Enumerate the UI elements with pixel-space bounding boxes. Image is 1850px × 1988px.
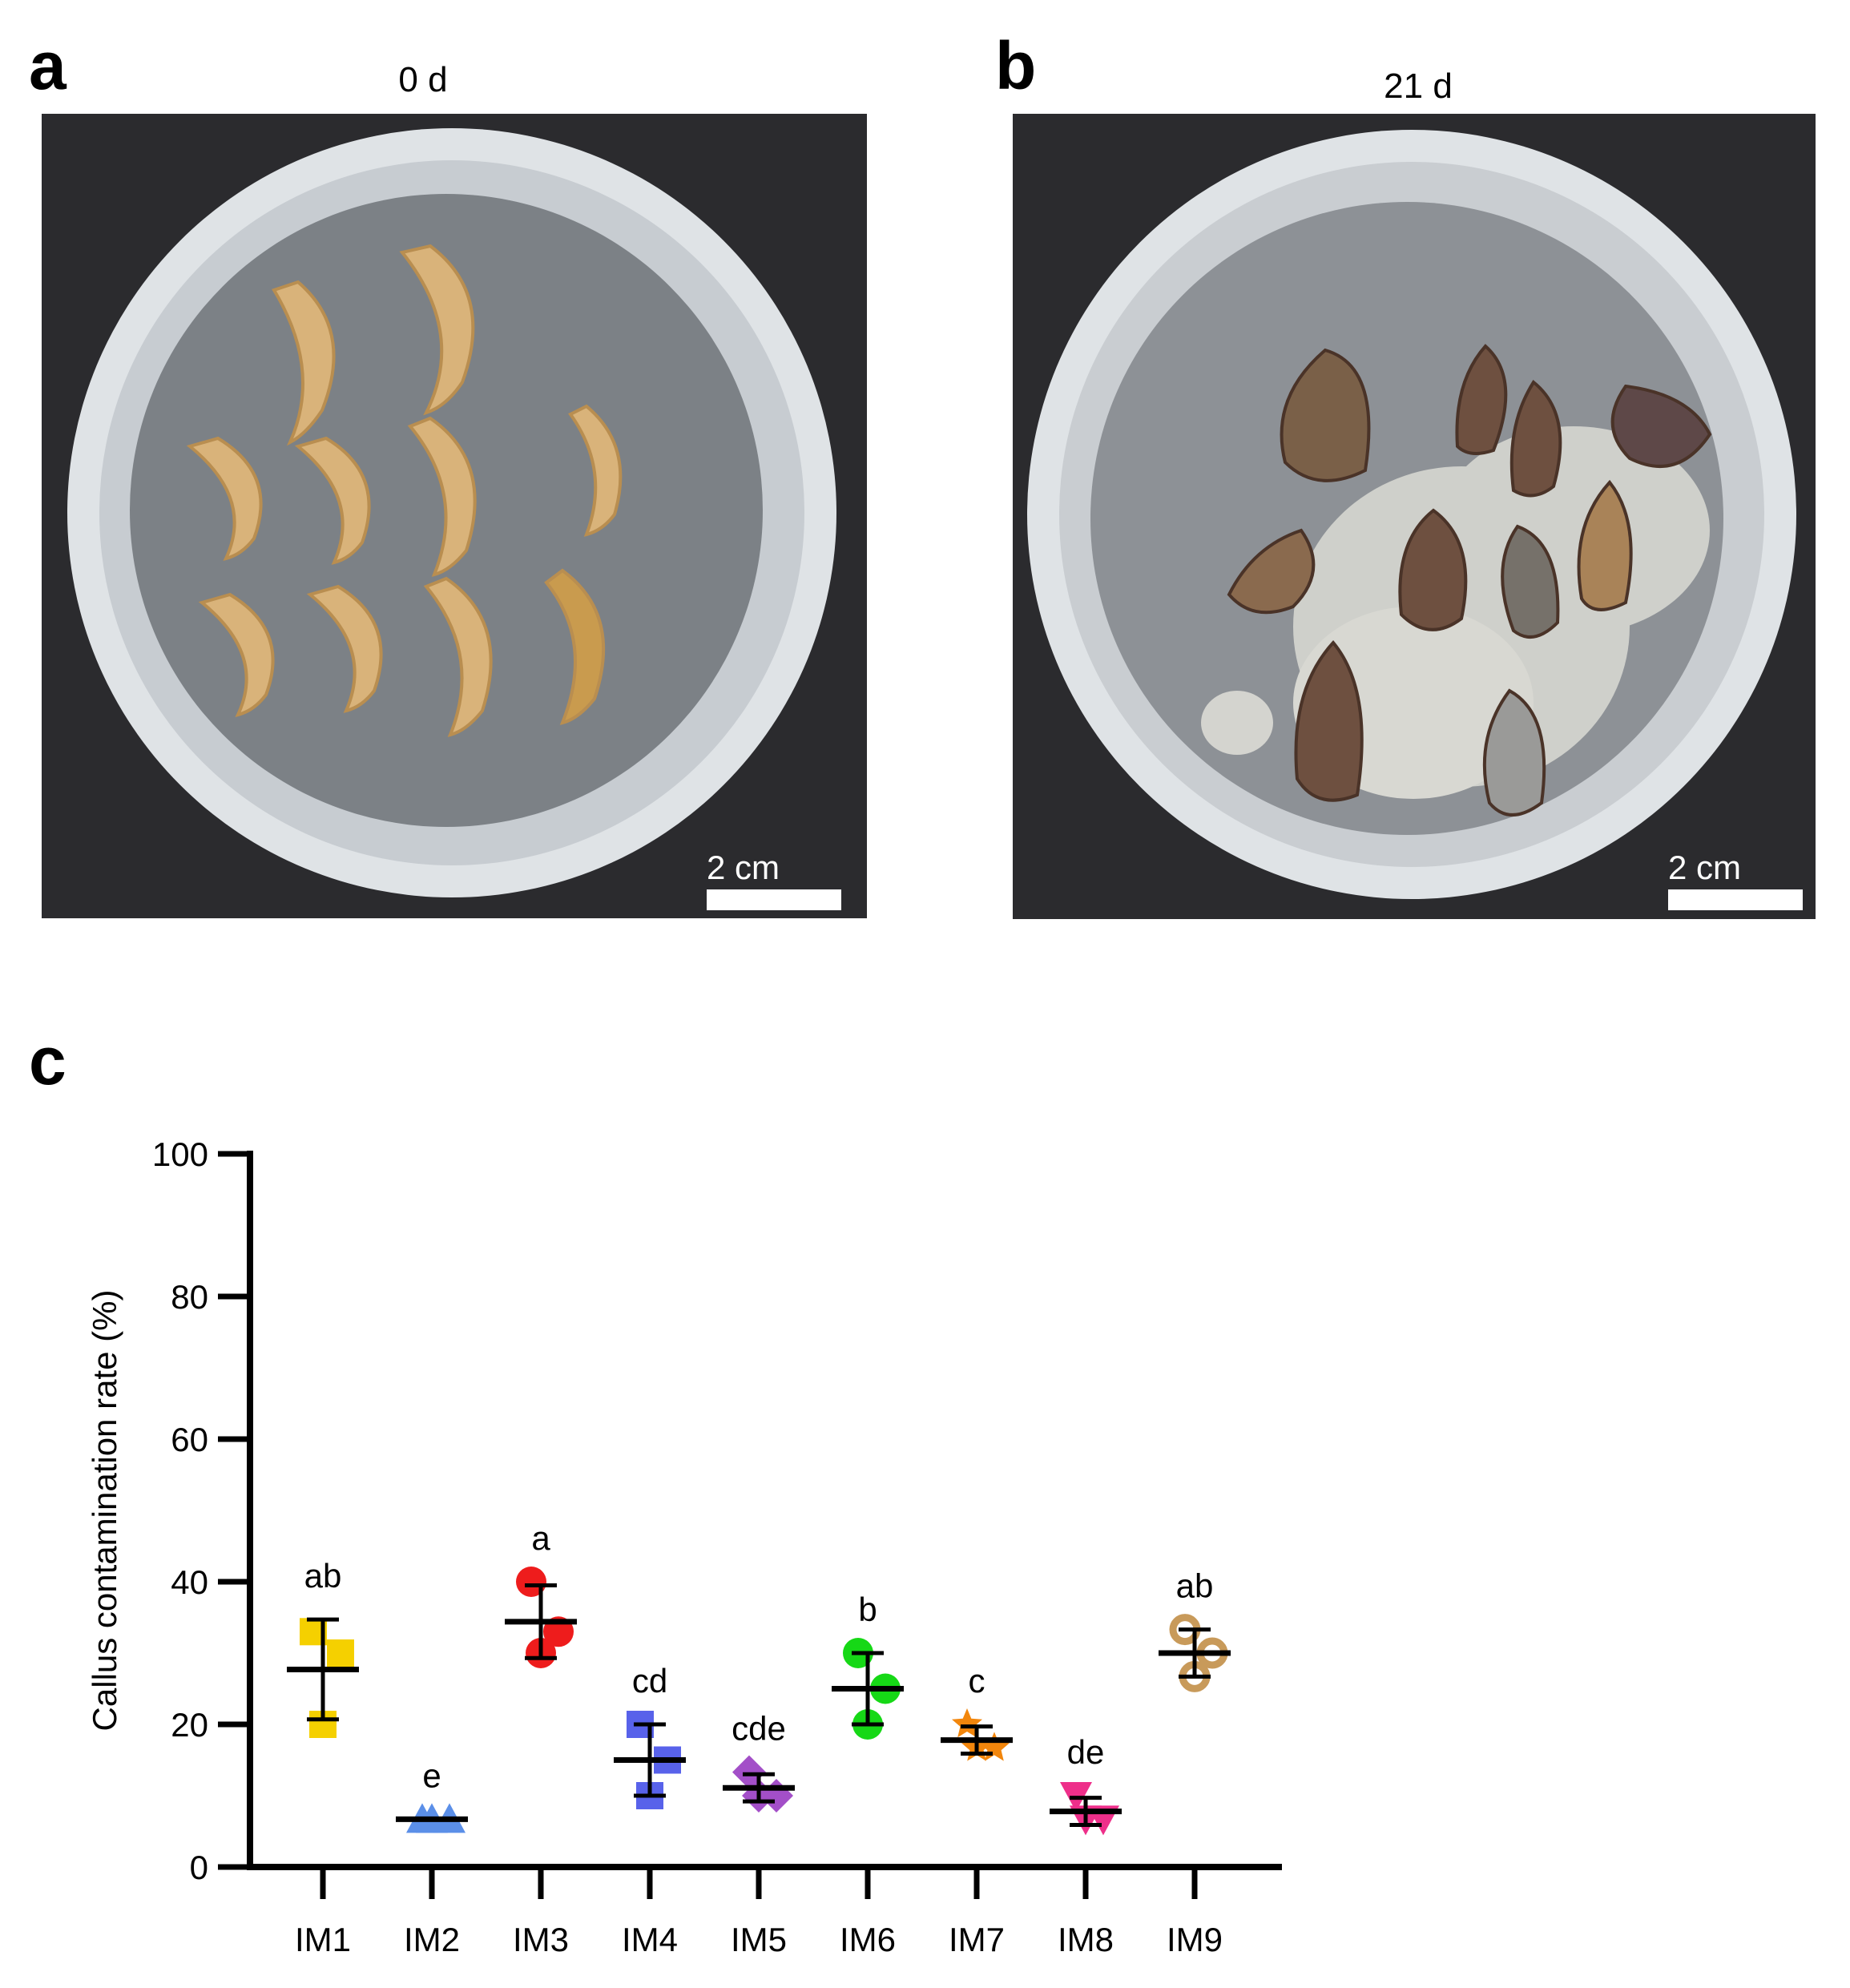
significance-letter: e xyxy=(422,1756,441,1794)
fresh-explants xyxy=(186,244,623,737)
explant xyxy=(1501,524,1560,639)
significance-letter: de xyxy=(1067,1733,1105,1771)
explant xyxy=(186,436,263,561)
scale-bar-label: 2 cm xyxy=(1668,849,1741,886)
significance-letter: ab xyxy=(304,1557,342,1595)
group-im2: e xyxy=(396,1756,468,1833)
x-tick-label: IM4 xyxy=(622,1921,678,1958)
explant xyxy=(1227,528,1316,615)
x-tick-label: IM1 xyxy=(295,1921,351,1958)
y-axis: 0 20 40 60 80 100 xyxy=(152,1135,253,1886)
group-im5: cde xyxy=(723,1710,795,1813)
scale-bar xyxy=(707,889,841,910)
group-im6: b xyxy=(832,1591,904,1740)
significance-letter: c xyxy=(969,1662,985,1700)
significance-letter: a xyxy=(531,1519,550,1557)
explant xyxy=(423,576,493,737)
y-tick-label: 20 xyxy=(171,1706,208,1744)
explant xyxy=(568,404,623,537)
explant xyxy=(1482,688,1546,817)
significance-letter: b xyxy=(858,1591,877,1628)
group-im7: c xyxy=(941,1662,1013,1761)
y-tick-label: 40 xyxy=(171,1563,208,1601)
explant xyxy=(544,568,606,725)
group-im1: ab xyxy=(287,1557,359,1738)
panel-a-letter: a xyxy=(29,28,67,103)
x-tick-label: IM8 xyxy=(1058,1921,1114,1958)
panel-c-letter: c xyxy=(29,1023,67,1099)
scale-bar-label: 2 cm xyxy=(707,849,780,886)
x-tick-label: IM3 xyxy=(513,1921,569,1958)
y-axis-label: Callus contamination rate (%) xyxy=(86,1290,123,1732)
explant xyxy=(1577,479,1633,611)
explant xyxy=(1509,380,1562,498)
explant xyxy=(306,584,383,713)
group-im8: de xyxy=(1050,1733,1122,1836)
y-tick-label: 80 xyxy=(171,1278,208,1316)
contamination-rate-chart: 0 20 40 60 80 100 IM1 IM2 IM3 IM4 IM5 IM6 IM7 IM8 IM9… xyxy=(86,1135,1282,1958)
explant xyxy=(399,244,475,416)
petri-dish-photo-day0: 2 cm xyxy=(42,114,867,918)
y-tick-label: 60 xyxy=(171,1421,208,1458)
x-tick-label: IM9 xyxy=(1167,1921,1223,1958)
group-im4: cd xyxy=(614,1662,686,1809)
explant xyxy=(1280,348,1371,482)
x-tick-label: IM2 xyxy=(404,1921,460,1958)
x-tick-label: IM6 xyxy=(840,1921,896,1958)
group-im9: ab xyxy=(1159,1567,1231,1692)
explant xyxy=(1610,384,1712,468)
significance-letter: ab xyxy=(1176,1567,1214,1605)
x-tick-label: IM7 xyxy=(949,1921,1005,1958)
explant xyxy=(272,280,336,446)
explant xyxy=(1455,344,1508,455)
explant xyxy=(1294,639,1364,802)
panel-a-title: 0 d xyxy=(398,60,448,99)
x-tick-label: IM5 xyxy=(731,1921,787,1958)
significance-letter: cde xyxy=(732,1710,786,1748)
x-axis: IM1 IM2 IM3 IM4 IM5 IM6 IM7 IM8 IM9 xyxy=(247,1864,1282,1958)
panel-b-letter: b xyxy=(995,28,1037,103)
y-tick-label: 0 xyxy=(190,1849,208,1886)
panel-b-title: 21 d xyxy=(1384,67,1453,106)
explant xyxy=(407,416,477,577)
group-im3: a xyxy=(505,1519,577,1668)
scale-bar xyxy=(1668,889,1803,910)
y-tick-label: 100 xyxy=(152,1135,208,1173)
explant xyxy=(198,592,275,717)
explant xyxy=(1398,508,1468,631)
petri-dish-photo-day21: 2 cm xyxy=(1013,114,1816,919)
significance-letter: cd xyxy=(632,1662,667,1700)
data-point xyxy=(327,1639,354,1667)
browned-explants xyxy=(1227,344,1712,817)
explant xyxy=(294,436,371,565)
